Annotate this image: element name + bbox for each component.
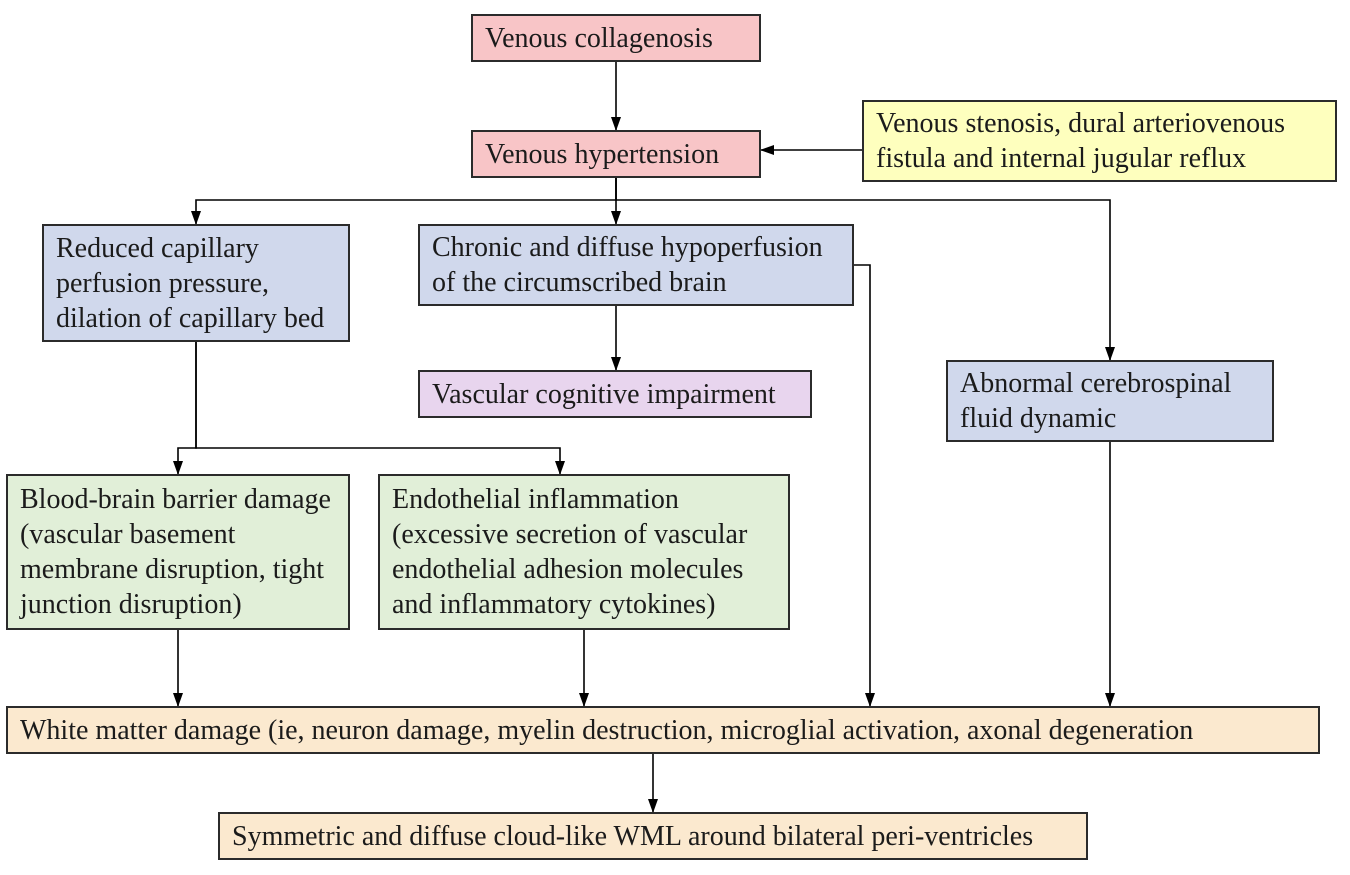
edge-reduced-to-bbb [178,342,196,474]
node-csf: Abnormal cerebrospinal fluid dynamic [946,360,1274,442]
node-wmd: White matter damage (ie, neuron damage, … [6,706,1320,754]
node-stenosis: Venous stenosis, dural arteriovenous fis… [862,100,1337,182]
node-endo: Endothelial inflammation (excessive secr… [378,474,790,630]
edge-hypertension-to-reduced [196,178,616,224]
flowchart-canvas: Venous collagenosis Venous hypertension Ve… [0,0,1350,875]
node-chronic: Chronic and diffuse hypoperfusion of the… [418,224,854,306]
node-bbb: Blood-brain barrier damage (vascular bas… [6,474,350,630]
node-collagenosis: Venous collagenosis [471,14,761,62]
node-vci: Vascular cognitive impairment [418,370,812,418]
node-hypertension: Venous hypertension [471,130,761,178]
edge-chronic-to-wmd [854,265,870,706]
node-wml: Symmetric and diffuse cloud-like WML aro… [218,812,1088,860]
node-reduced: Reduced capillary perfusion pressure, di… [42,224,350,342]
